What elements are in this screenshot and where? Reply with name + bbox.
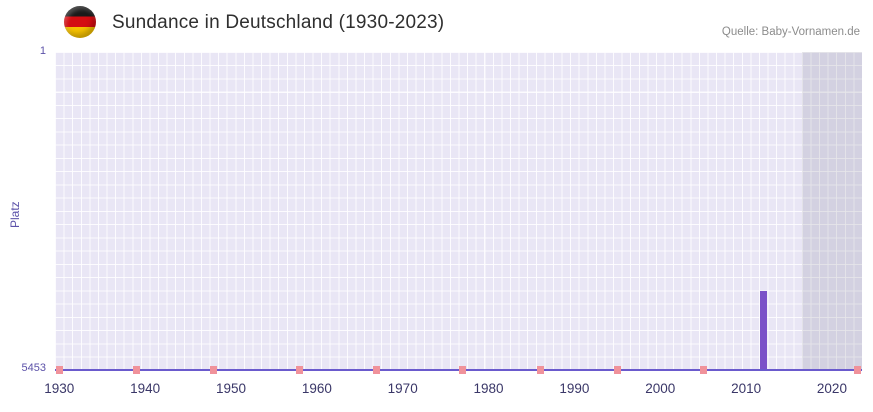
bottom-marker-1995[interactable] [613,366,621,374]
x-tick-1950: 1950 [215,381,247,396]
german-flag-icon [64,6,96,38]
bottom-marker-1986[interactable] [536,366,544,374]
x-tick-1970: 1970 [387,381,418,396]
plot-area [55,52,862,374]
rank-bar-2012[interactable] [759,291,767,370]
x-tick-1940: 1940 [130,381,161,396]
y-axis-bottom-label: 5453 [21,362,46,374]
x-tick-1960: 1960 [301,381,332,396]
chart-title: Sundance in Deutschland (1930-2023) [112,12,445,33]
bottom-marker-1939[interactable] [133,366,141,374]
bottom-marker-2005[interactable] [699,366,707,374]
x-axis-labels: 1930 1940 1950 1960 1970 1980 1990 2000 2010 2020 [0,381,873,399]
y-axis-top-label: 1 [39,45,46,57]
y-axis-title: Platz [8,201,22,228]
bottom-marker-2023[interactable] [854,366,862,374]
source-attribution: Quelle: Baby-Vornamen.de [721,26,860,38]
bottom-marker-1930[interactable] [55,366,63,374]
x-tick-1930: 1930 [44,381,75,396]
bottom-marker-1948[interactable] [210,366,218,374]
x-tick-1980: 1980 [473,381,504,396]
bottom-marker-1967[interactable] [373,366,381,374]
x-tick-2010: 2010 [731,381,762,396]
highlight-region [801,52,862,370]
x-tick-2000: 2000 [645,381,676,396]
x-tick-1990: 1990 [559,381,590,396]
bottom-marker-1958[interactable] [296,366,304,374]
x-axis-line [55,369,862,371]
bottom-marker-1977[interactable] [459,366,467,374]
x-tick-2020: 2020 [816,381,847,396]
